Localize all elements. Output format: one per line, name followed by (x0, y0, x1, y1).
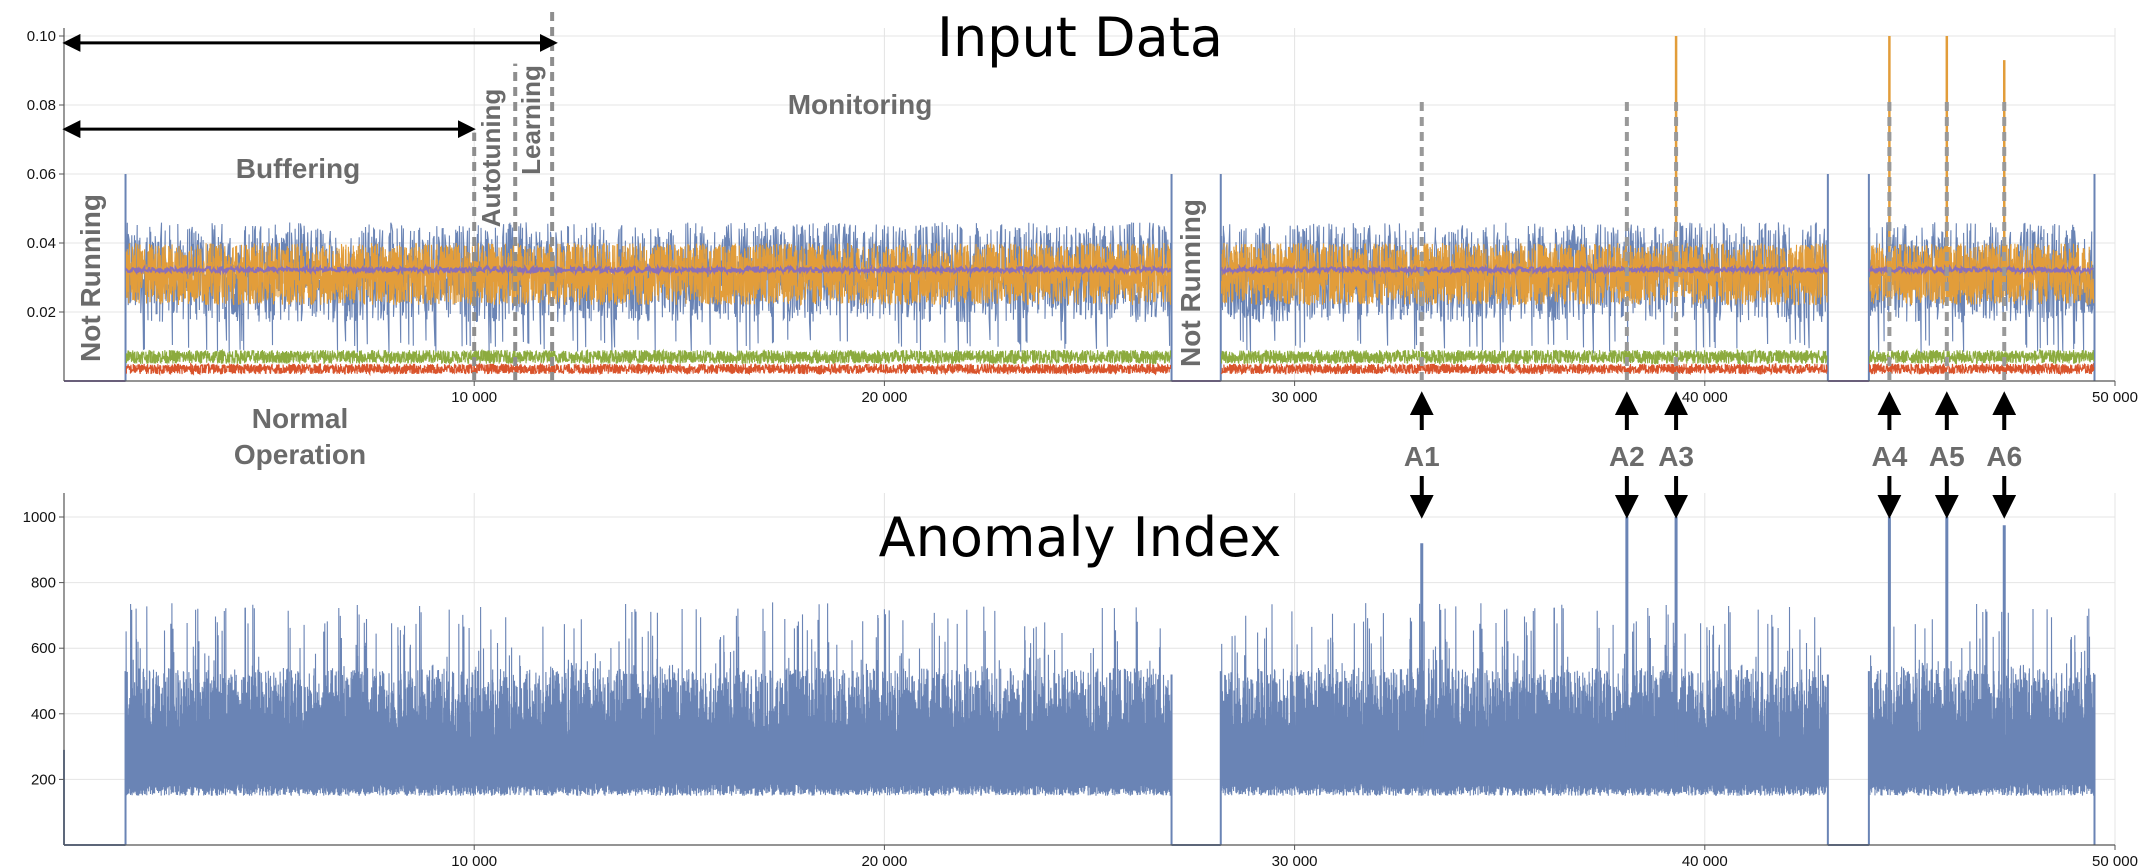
monitoring-label: Monitoring (788, 89, 933, 120)
input-series-red-segment (1221, 362, 1828, 376)
data-layer (63, 36, 2096, 846)
input-series-orange-segment (125, 242, 1171, 307)
anomaly-index-title: Anomaly Index (879, 506, 1282, 569)
not-running-label-2: Not Running (1175, 199, 1206, 367)
input-y-tick-label: 0.06 (27, 166, 56, 183)
input-data-title: Input Data (937, 6, 1223, 69)
learning-label: Learning (516, 65, 546, 175)
input-x-tick-label: 20 000 (861, 389, 907, 406)
anomaly-label-a2: A2 (1609, 441, 1645, 472)
anomaly-label-a4: A4 (1871, 441, 1907, 472)
anomaly-index-series-segment (1220, 603, 1828, 796)
anomaly-label-a6: A6 (1986, 441, 2022, 472)
not-running-label-1: Not Running (75, 194, 106, 362)
anomaly-y-tick-label: 1000 (23, 509, 56, 526)
input-y-tick-label: 0.08 (27, 97, 56, 114)
buffering-label: Buffering (236, 153, 360, 184)
anomaly-x-tick-label: 30 000 (1272, 853, 1318, 866)
axis-layer: 10 000 20 000 30 000 40 000 50 000 0.02 0.04 0.… (23, 28, 2138, 866)
anomaly-y-tick-label: 200 (31, 771, 56, 788)
annotation-layer: A1 A2 A3 A4 A5 A6 (62, 12, 2022, 519)
input-x-tick-label: 30 000 (1272, 389, 1318, 406)
input-series-orange-segment (1869, 243, 2095, 306)
normal-operation-label-line2: Operation (234, 439, 366, 470)
anomaly-label-a1: A1 (1404, 441, 1440, 472)
input-series-purple-segment (125, 263, 1171, 277)
anomaly-x-tick-label: 20 000 (861, 853, 907, 866)
input-series-green-segment (125, 348, 1171, 366)
anomaly-x-tick-label: 40 000 (1682, 853, 1728, 866)
input-y-tick-label: 0.04 (27, 235, 56, 252)
input-series-green-segment (1221, 348, 1828, 366)
input-y-tick-label: 0.10 (27, 28, 56, 45)
input-series-purple-segment (1220, 263, 1828, 276)
input-series-purple-segment (1868, 263, 2094, 276)
input-series-green-segment (1869, 348, 2095, 365)
autotuning-label: Autotuning (476, 89, 506, 228)
anomaly-index-series-segment (1868, 603, 2095, 796)
input-x-tick-label: 10 000 (451, 389, 497, 406)
anomaly-y-tick-label: 800 (31, 575, 56, 592)
anomaly-index-series-segment (125, 602, 1172, 796)
input-x-tick-label: 50 000 (2092, 389, 2138, 406)
anomaly-x-tick-label: 10 000 (451, 853, 497, 866)
input-series-red-segment (125, 362, 1171, 377)
input-x-tick-label: 40 000 (1682, 389, 1728, 406)
normal-operation-label-line1: Normal (252, 403, 348, 434)
input-series-red-segment (1869, 361, 2095, 376)
input-y-tick-label: 0.02 (27, 304, 56, 321)
anomaly-y-tick-label: 400 (31, 706, 56, 723)
anomaly-x-tick-label: 50 000 (2092, 853, 2138, 866)
anomaly-y-tick-label: 600 (31, 640, 56, 657)
anomaly-label-a5: A5 (1929, 441, 1965, 472)
anomaly-label-a3: A3 (1658, 441, 1694, 472)
